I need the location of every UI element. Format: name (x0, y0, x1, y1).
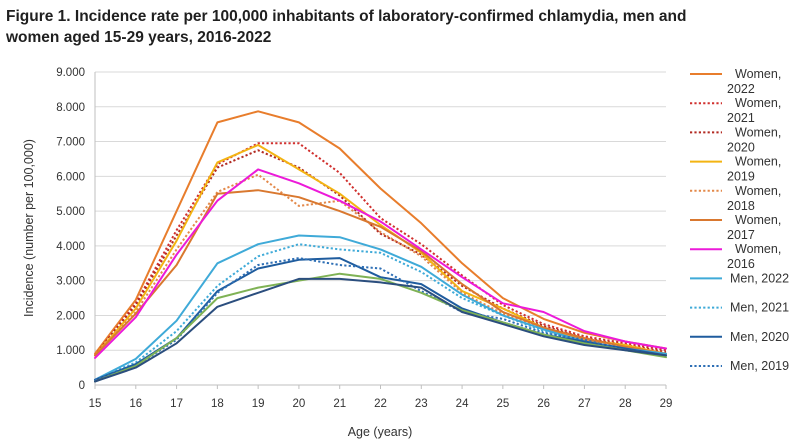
series-line-9 (94, 243, 667, 381)
y-tick-label: 7.000 (56, 137, 85, 149)
series-lines (94, 110, 667, 383)
y-tick-label: 3.000 (56, 276, 85, 288)
legend-label: Women, 2020 (727, 125, 781, 154)
y-tick-label: 0 (79, 380, 85, 392)
series-line-12 (94, 272, 667, 383)
y-axis-title: Incidence (number per 100,000) (22, 139, 36, 317)
series-line-6 (94, 189, 667, 357)
y-tick-label: 2.000 (56, 310, 85, 322)
x-tick-label: 16 (129, 398, 142, 410)
x-tick-label: 26 (537, 398, 550, 410)
y-tick-label: 4.000 (56, 241, 85, 253)
y-tick-label: 5.000 (56, 206, 85, 218)
x-tick-label: 23 (415, 398, 428, 410)
y-tick-label: 9.000 (56, 67, 85, 79)
series-line-8 (94, 234, 667, 381)
x-tick-label: 17 (170, 398, 183, 410)
x-tick-label: 27 (578, 398, 591, 410)
x-tick-label: 21 (333, 398, 346, 410)
legend-label: Women, 2018 (727, 184, 781, 213)
series-line-1 (94, 110, 667, 355)
figure-title: Figure 1. Incidence rate per 100,000 inh… (6, 8, 687, 46)
x-tick-label: 20 (293, 398, 306, 410)
x-tick-label: 28 (619, 398, 632, 410)
axes (94, 72, 667, 389)
legend-label: Men, 2022 (730, 271, 789, 285)
series-line-2 (94, 142, 667, 357)
x-tick-label: 29 (660, 398, 673, 410)
series-line-13 (94, 277, 667, 383)
legend-label: Women, 2022 (727, 67, 781, 96)
legend-label: Men, 2019 (730, 359, 789, 373)
legend-label: Men, 2020 (730, 330, 789, 344)
x-tick-label: 19 (252, 398, 265, 410)
legend-label: Women, 2019 (727, 155, 781, 184)
series-line-11 (94, 257, 667, 381)
series-line-5 (94, 173, 667, 357)
x-tick-label: 22 (374, 398, 387, 410)
legend-label: Women, 2017 (727, 213, 781, 242)
x-axis-title: Age (years) (348, 425, 413, 439)
series-line-7 (94, 168, 667, 359)
legend-label: Women, 2021 (727, 96, 781, 125)
y-tick-label: 1.000 (56, 345, 85, 357)
x-tick-label: 15 (89, 398, 102, 410)
series-line-10 (94, 257, 667, 381)
x-tick-label: 18 (211, 398, 224, 410)
tick-labels: 0 1.000 2.000 3.000 4.000 5.000 6.000 7.000 8.00… (56, 67, 672, 410)
legend-label: Women, 2016 (727, 242, 781, 271)
y-tick-label: 8.000 (56, 102, 85, 114)
legend-label: Men, 2021 (730, 301, 789, 315)
y-tick-label: 6.000 (56, 171, 85, 183)
x-tick-label: 24 (456, 398, 469, 410)
x-tick-label: 25 (496, 398, 509, 410)
